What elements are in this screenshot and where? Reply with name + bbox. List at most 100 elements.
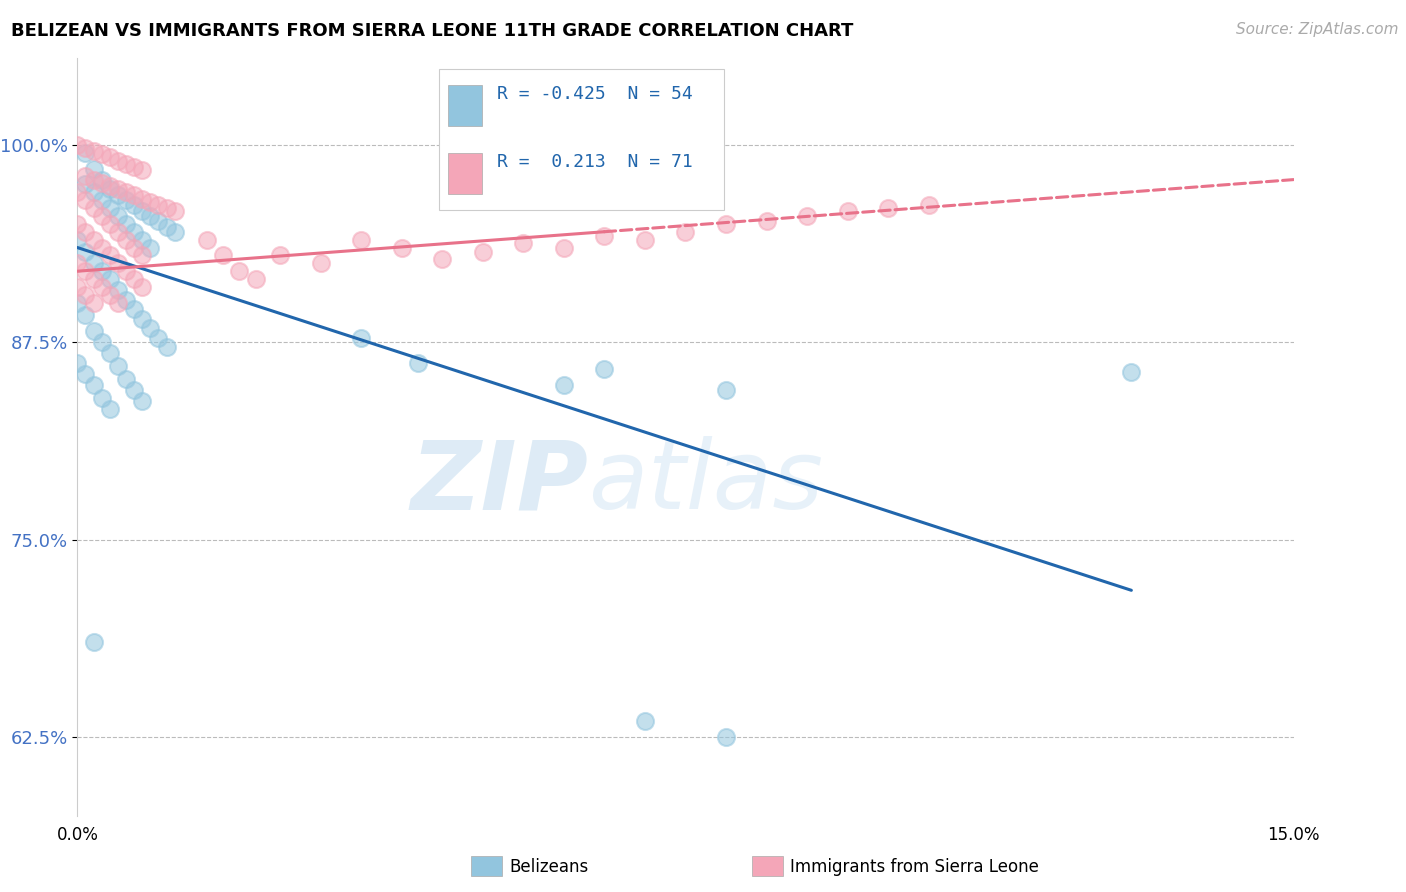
Point (131, 280, 153, 294)
Point (66, 137, 89, 152)
Point (115, 157, 138, 171)
Point (139, 240, 162, 255)
Point (634, 233, 657, 247)
Point (245, 272, 267, 286)
Point (675, 225, 697, 239)
Point (593, 229, 616, 244)
Point (75, 169, 97, 184)
Point (269, 248, 291, 262)
Point (1121, 365, 1143, 379)
Point (90, 335, 112, 350)
Point (107, 182, 129, 196)
Point (90, 176, 112, 190)
Point (131, 204, 153, 219)
Point (90, 193, 112, 207)
Point (131, 311, 153, 326)
Point (918, 198, 941, 212)
Point (66, 217, 89, 231)
Point (122, 188, 145, 202)
Text: R = -0.425  N = 54: R = -0.425 N = 54 (496, 85, 693, 103)
Point (115, 186, 138, 200)
Point (131, 192, 153, 206)
Point (115, 233, 138, 247)
Point (83, 233, 105, 247)
Point (139, 321, 162, 335)
Point (195, 233, 218, 247)
Point (90, 240, 112, 255)
Point (212, 248, 235, 262)
Point (837, 204, 859, 219)
Point (350, 330, 373, 344)
Point (148, 213, 170, 227)
Point (75, 264, 97, 278)
FancyBboxPatch shape (439, 70, 724, 210)
Point (83, 378, 105, 392)
Point (350, 233, 373, 247)
Point (83, 324, 105, 338)
Point (83, 295, 105, 310)
Point (83, 144, 105, 158)
Point (75, 309, 97, 323)
Point (90, 147, 112, 161)
Text: ZIP: ZIP (411, 436, 588, 529)
Point (430, 252, 453, 266)
Point (471, 245, 494, 260)
Point (877, 201, 900, 215)
Text: Immigrants from Sierra Leone: Immigrants from Sierra Leone (790, 858, 1039, 876)
Bar (449, 85, 482, 126)
Point (83, 172, 105, 186)
Point (714, 217, 737, 231)
Point (115, 371, 138, 385)
Point (83, 635, 105, 649)
Point (107, 295, 129, 310)
Point (66, 280, 89, 294)
Point (98, 217, 121, 231)
Point (83, 201, 105, 215)
Text: atlas: atlas (588, 436, 823, 529)
Point (107, 283, 129, 297)
Point (66, 186, 89, 200)
Point (115, 217, 138, 231)
Point (83, 256, 105, 270)
Text: Source: ZipAtlas.com: Source: ZipAtlas.com (1236, 22, 1399, 37)
Point (75, 367, 97, 381)
Text: Belizeans: Belizeans (509, 858, 588, 876)
Point (391, 240, 413, 255)
Point (75, 193, 97, 207)
Point (148, 198, 170, 212)
Point (122, 160, 145, 174)
Point (66, 256, 89, 270)
Bar (449, 153, 482, 194)
Point (90, 280, 112, 294)
Point (122, 302, 145, 317)
Point (83, 272, 105, 286)
Point (406, 356, 429, 370)
Point (98, 248, 121, 262)
Text: R =  0.213  N = 71: R = 0.213 N = 71 (496, 153, 693, 170)
Point (593, 362, 616, 376)
Point (131, 248, 153, 262)
Text: BELIZEAN VS IMMIGRANTS FROM SIERRA LEONE 11TH GRADE CORRELATION CHART: BELIZEAN VS IMMIGRANTS FROM SIERRA LEONE… (11, 22, 853, 40)
Point (131, 163, 153, 178)
Point (66, 356, 89, 370)
Point (107, 188, 129, 202)
Point (75, 178, 97, 192)
Point (98, 178, 121, 193)
Point (148, 330, 170, 344)
Point (634, 714, 657, 729)
Point (98, 201, 121, 215)
Point (155, 340, 177, 354)
Point (755, 213, 778, 227)
Point (115, 264, 138, 278)
Point (90, 209, 112, 223)
Point (714, 383, 737, 397)
Point (122, 240, 145, 255)
Point (512, 235, 534, 250)
Point (163, 225, 186, 239)
Point (107, 153, 129, 168)
Point (98, 401, 121, 416)
Point (139, 194, 162, 209)
Point (75, 245, 97, 260)
Point (98, 151, 121, 165)
Point (228, 264, 250, 278)
